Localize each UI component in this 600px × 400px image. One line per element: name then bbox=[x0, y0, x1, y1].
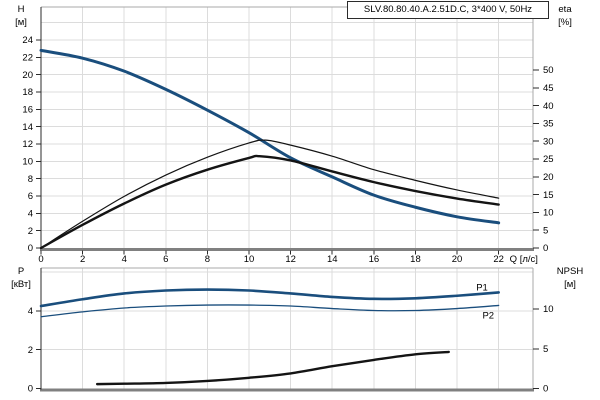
x-tick-label: 6 bbox=[163, 254, 168, 265]
y-right-tick-label: 50 bbox=[543, 65, 554, 76]
y-left-tick-label: 0 bbox=[28, 243, 33, 254]
x-axis-title: Q [л/с] bbox=[510, 254, 538, 265]
y-right-tick-label: 15 bbox=[543, 190, 554, 201]
curve-annotation: P2 bbox=[482, 310, 494, 321]
power-axis-unit: [кВт] bbox=[11, 279, 31, 290]
x-tick-label: 2 bbox=[80, 254, 85, 265]
x-tick-label: 10 bbox=[244, 254, 255, 265]
y-right-tick-label: 30 bbox=[543, 136, 554, 147]
y-right-tick-label: 45 bbox=[543, 83, 554, 94]
y-left-tick-label: 20 bbox=[22, 70, 33, 81]
npsh-axis-unit: [м] bbox=[564, 279, 576, 290]
x-tick-label: 22 bbox=[493, 254, 504, 265]
npsh-axis-label: NPSH [м] bbox=[546, 265, 594, 291]
y-right-tick-label: 0 bbox=[543, 384, 548, 395]
x-tick-label: 20 bbox=[452, 254, 463, 265]
y-right-tick-label: 20 bbox=[543, 172, 554, 183]
y-right-tick-label: 5 bbox=[543, 344, 548, 355]
y-right-tick-label: 25 bbox=[543, 154, 554, 165]
pump-model-title: SLV.80.80.40.A.2.51D.C, 3*400 V, 50Hz bbox=[347, 1, 549, 19]
power-npsh-chart: 0 2 4 0 5 10 P1 P2 bbox=[28, 267, 554, 395]
y-left-tick-label: 4 bbox=[28, 306, 33, 317]
eta-pump-curve bbox=[40, 139, 500, 249]
head-efficiency-chart: 0246810121416182022240510152025303540455… bbox=[22, 6, 554, 265]
power-axis-label: P [кВт] bbox=[3, 265, 39, 291]
head-axis-label: H [м] bbox=[6, 3, 36, 29]
y-left-tick-label: 10 bbox=[22, 157, 33, 168]
y-right-tick-label: 10 bbox=[543, 304, 554, 315]
npsh-curve bbox=[95, 350, 450, 386]
npsh-axis-name: NPSH bbox=[556, 266, 584, 277]
head-axis-unit: [м] bbox=[15, 17, 27, 28]
curve-annotation: P1 bbox=[476, 283, 488, 294]
p1-power-curve bbox=[39, 288, 500, 308]
y-left-tick-label: 4 bbox=[28, 209, 33, 220]
eta-axis-label: eta [%] bbox=[548, 3, 582, 29]
x-tick-label: 0 bbox=[38, 254, 43, 265]
y-left-tick-label: 24 bbox=[22, 35, 33, 46]
x-tick-label: 8 bbox=[205, 254, 210, 265]
eta-axis-unit: [%] bbox=[558, 17, 572, 28]
x-tick-label: 18 bbox=[410, 254, 421, 265]
y-left-tick-label: 6 bbox=[28, 191, 33, 202]
y-left-tick-label: 22 bbox=[22, 52, 33, 63]
y-right-tick-label: 5 bbox=[543, 225, 548, 236]
y-left-tick-label: 14 bbox=[22, 122, 33, 133]
head-curve bbox=[39, 48, 501, 225]
y-left-tick-label: 2 bbox=[28, 226, 33, 237]
x-tick-label: 16 bbox=[369, 254, 380, 265]
y-left-tick-label: 8 bbox=[28, 174, 33, 185]
y-left-tick-label: 2 bbox=[28, 345, 33, 356]
y-right-tick-label: 10 bbox=[543, 208, 554, 219]
y-right-tick-label: 35 bbox=[543, 119, 554, 130]
y-left-tick-label: 0 bbox=[28, 384, 33, 395]
p2-power-curve bbox=[40, 304, 500, 318]
x-tick-label: 14 bbox=[327, 254, 338, 265]
head-axis-name: H bbox=[17, 4, 25, 15]
y-right-tick-label: 40 bbox=[543, 101, 554, 112]
y-left-tick-label: 18 bbox=[22, 87, 33, 98]
eta-axis-name: eta bbox=[558, 4, 572, 15]
x-tick-label: 4 bbox=[122, 254, 127, 265]
y-right-tick-label: 0 bbox=[543, 243, 548, 254]
y-left-tick-label: 12 bbox=[22, 139, 33, 150]
y-left-tick-label: 16 bbox=[22, 104, 33, 115]
x-tick-label: 12 bbox=[285, 254, 296, 265]
eta-pump-motor-curve bbox=[39, 154, 500, 250]
power-axis-name: P bbox=[17, 266, 25, 277]
